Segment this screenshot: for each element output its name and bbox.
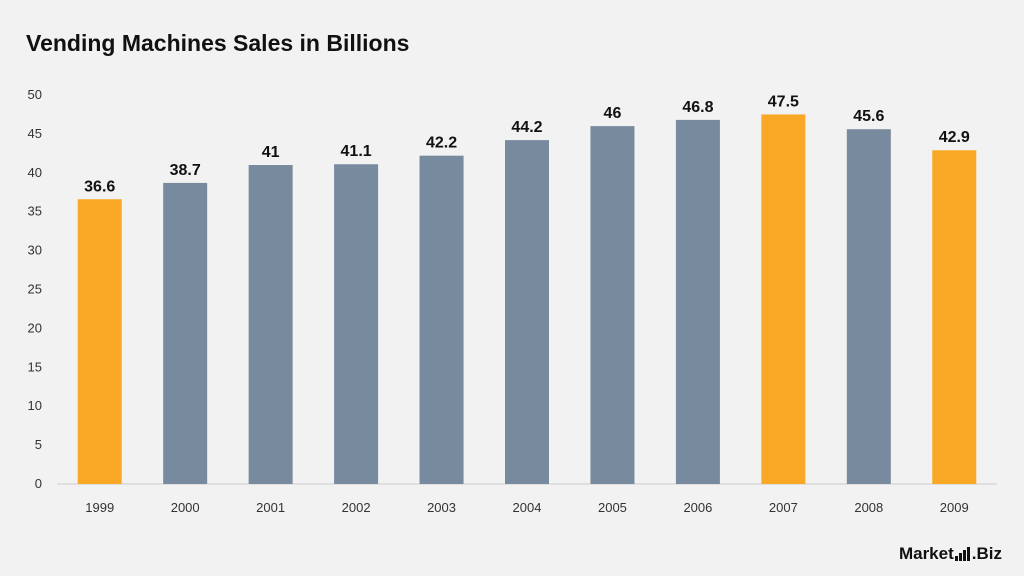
logo-text-right: .Biz [971,544,1002,563]
bar-2005 [590,126,635,485]
y-tick-label: 45 [28,126,42,141]
bars [77,114,977,485]
bar-2007 [761,114,806,484]
y-tick-label: 5 [35,437,42,452]
y-tick-label: 10 [28,398,42,413]
data-label-2000: 38.7 [170,162,201,179]
y-tick-label: 15 [28,359,42,374]
x-tick-label: 2004 [513,500,542,515]
y-tick-label: 25 [28,282,42,297]
y-axis: 0 5 10 15 20 25 30 35 40 45 50 [28,87,42,491]
y-tick-label: 0 [35,476,42,491]
bar-2006 [675,119,720,485]
y-tick-label: 40 [28,165,42,180]
y-tick-label: 50 [28,87,42,102]
x-tick-label: 2003 [427,500,456,515]
chart-title: Vending Machines Sales in Billions [26,30,410,56]
brand-logo: Market .Biz [899,544,1002,564]
bar-2002 [334,164,379,484]
data-label-2009: 42.9 [939,129,970,146]
x-tick-label: 2007 [769,500,798,515]
x-tick-label: 2002 [342,500,371,515]
data-label-2006: 46.8 [682,99,713,116]
bar-2000 [163,182,208,484]
x-tick-label: 1999 [85,500,114,515]
y-tick-label: 35 [28,204,42,219]
bar-1999 [77,199,122,484]
data-label-2001: 41 [262,144,280,161]
logo-bars-icon [954,547,971,561]
data-label-2008: 45.6 [853,108,884,125]
x-tick-label: 2008 [854,500,883,515]
x-tick-label: 2009 [940,500,969,515]
x-tick-label: 2001 [256,500,285,515]
y-tick-label: 30 [28,243,42,258]
logo-text-left: Market [898,544,954,563]
y-tick-label: 20 [28,320,42,335]
bar-2008 [846,129,891,484]
x-axis-ticks: 1999 2000 2001 2002 2003 2004 2005 2006 2007 2008… [85,500,968,515]
bar-2009 [932,150,977,484]
bar-2004 [505,140,549,484]
data-label-2007: 47.5 [768,93,799,110]
data-label-2005: 46 [604,105,622,122]
data-label-2002: 41.1 [341,143,372,160]
data-labels: 36.6 38.7 41 41.1 42.2 44.2 46 46.8 47.5 45.6 42.9 [84,93,970,195]
x-tick-label: 2000 [171,500,200,515]
bar-2003 [419,155,464,484]
x-tick-label: 2006 [683,500,712,515]
data-label-2003: 42.2 [426,135,457,152]
bar-2001 [248,165,293,484]
x-tick-label: 2005 [598,500,627,515]
data-label-2004: 44.2 [511,119,542,136]
data-label-1999: 36.6 [84,178,115,195]
